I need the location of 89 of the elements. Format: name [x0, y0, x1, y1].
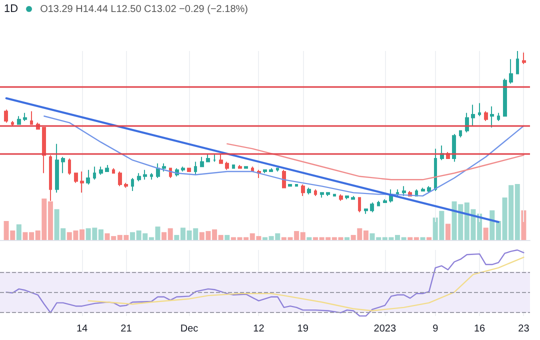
candlestick: [162, 162, 166, 172]
candlestick: [301, 184, 305, 196]
candlestick: [339, 194, 343, 202]
candlestick: [383, 198, 387, 203]
candlestick: [377, 200, 380, 206]
x-tick-label: 23: [518, 324, 530, 334]
candlestick: [232, 164, 235, 169]
candlestick: [150, 172, 153, 180]
candlestick: [333, 194, 336, 196]
candlestick: [522, 52, 526, 65]
bar: [306, 237, 312, 240]
candlestick: [497, 112, 500, 122]
candlestick: [421, 187, 425, 192]
x-tick-label: 12: [253, 324, 265, 334]
candlestick: [143, 169, 147, 180]
candlestick: [484, 110, 488, 122]
candlestick: [238, 164, 242, 169]
x-tick-label: 14: [76, 324, 88, 334]
candlestick: [74, 172, 78, 184]
candlestick: [320, 192, 324, 198]
candlestick: [55, 143, 59, 194]
candlestick: [326, 192, 330, 196]
candlestick: [516, 50, 519, 74]
x-tick-label: 2023: [374, 324, 396, 334]
candlestick: [68, 158, 71, 176]
x-tick-label: 16: [474, 324, 486, 334]
candlestick: [181, 166, 185, 172]
candlestick: [131, 178, 134, 192]
candlestick: [105, 164, 109, 172]
candlestick: [4, 109, 8, 124]
candlestick: [118, 171, 122, 187]
chart-title: 1D: [4, 3, 18, 15]
candlestick: [213, 153, 216, 162]
candlestick: [307, 187, 311, 195]
candlestick: [471, 104, 475, 126]
candlestick: [219, 153, 223, 164]
x-tick-label: 19: [297, 324, 309, 334]
x-tick-label: 21: [120, 324, 132, 334]
bar: [344, 237, 350, 240]
bar: [483, 228, 488, 240]
candlestick: [137, 172, 141, 182]
candlestick: [225, 161, 229, 170]
candlestick: [124, 182, 128, 188]
candlestick: [345, 195, 349, 200]
candlestick: [61, 156, 65, 174]
candlestick: [282, 169, 286, 188]
bar: [16, 224, 22, 240]
candlestick: [86, 169, 90, 186]
candlestick: [358, 197, 361, 213]
bar: [426, 237, 432, 240]
candlestick: [478, 102, 481, 117]
x-tick-label: 9: [432, 324, 439, 334]
candlestick: [244, 166, 248, 169]
bar: [420, 237, 426, 240]
candlestick: [99, 166, 103, 176]
bar: [521, 210, 526, 240]
x-tick-label: Dec: [180, 324, 198, 334]
candlestick: [269, 168, 273, 172]
candlestick: [295, 184, 298, 187]
bar: [445, 224, 450, 240]
candlestick: [156, 162, 160, 179]
candlestick: [93, 166, 96, 180]
candlestick: [23, 112, 27, 122]
candlestick: [17, 116, 21, 125]
candlestick: [452, 134, 456, 162]
candlestick: [314, 188, 317, 196]
candlestick: [402, 186, 406, 196]
candlestick: [206, 153, 210, 162]
candlestick: [288, 184, 292, 187]
candlestick: [459, 130, 462, 138]
text: O13.29 H14.44 L12.50 C13.02 −0.29 (−2.18%): [40, 4, 248, 14]
candlestick: [276, 168, 279, 172]
candlestick: [30, 110, 33, 125]
candlestick: [370, 202, 374, 213]
candlestick: [509, 58, 513, 84]
candlestick: [427, 186, 431, 194]
candlestick: [200, 156, 204, 168]
candlestick: [351, 195, 355, 200]
candlestick: [194, 161, 197, 176]
bar: [224, 234, 230, 240]
candlestick: [490, 106, 494, 128]
candlestick: [112, 168, 115, 174]
candlestick: [503, 78, 507, 117]
candlestick: [49, 154, 52, 202]
candlestick: [187, 168, 191, 172]
candlestick: [11, 120, 14, 126]
candlestick: [263, 169, 267, 174]
candlestick: [364, 208, 368, 214]
candlestick: [42, 127, 46, 174]
